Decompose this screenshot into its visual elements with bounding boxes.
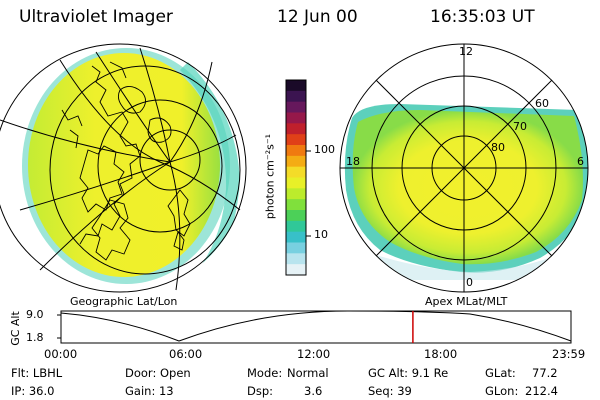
- orbit-xtick-1800: 18:00: [424, 347, 458, 361]
- status-glat-label: GLat:: [485, 366, 516, 380]
- instrument-title: Ultraviolet Imager: [19, 7, 173, 27]
- status-glat-value: 77.2: [532, 366, 558, 380]
- colorbar-segment: [286, 90, 306, 103]
- colorbar-segment: [286, 253, 306, 265]
- geographic-caption: Geographic Lat/Lon: [70, 295, 178, 308]
- mlt-label-6: 6: [577, 155, 584, 168]
- colorbar-segment: [286, 155, 306, 168]
- status-mode-label: Mode:: [247, 366, 283, 380]
- colorbar-label-100: 100: [314, 143, 335, 156]
- orbit-xtick-2359: 23:59: [552, 347, 586, 361]
- colorbar-segment: [286, 145, 306, 157]
- status-dsp-value: 3.6: [304, 384, 323, 398]
- orbit-altitude-curve: [60, 310, 572, 342]
- mlt-label-12: 12: [459, 45, 473, 58]
- status-mode-value: Normal: [287, 366, 329, 380]
- colorbar-label-10: 10: [314, 228, 328, 241]
- status-dsp-label: Dsp:: [247, 384, 274, 398]
- colorbar-segment: [286, 242, 306, 254]
- colorbar-segment: [286, 101, 306, 113]
- orbit-ylabel: GC Alt: [8, 311, 22, 346]
- date-label: 12 Jun 00: [277, 7, 358, 27]
- colorbar-segment: [286, 188, 306, 200]
- status-door: Door: Open: [125, 366, 191, 380]
- colorbar-segment: [286, 210, 306, 222]
- colorbar: [286, 80, 306, 276]
- orbit-xtick-0600: 06:00: [169, 347, 203, 361]
- orbit-xtick-0000: 00:00: [44, 347, 78, 361]
- orbit-ytick-1-8: 1.8: [26, 331, 44, 344]
- status-glon-label: GLon:: [485, 384, 519, 398]
- mlt-label-0: 0: [466, 276, 473, 289]
- status-gain: Gain: 13: [125, 384, 174, 398]
- status-gc-alt: GC Alt: 9.1 Re: [368, 366, 449, 380]
- image-disk: [28, 53, 220, 277]
- orbit-xtick-1200: 12:00: [297, 347, 331, 361]
- status-glon-value: 212.4: [525, 384, 558, 398]
- status-ip: IP: 36.0: [11, 384, 55, 398]
- mlt-grid: [339, 43, 589, 293]
- colorbar-segment: [286, 80, 306, 92]
- mlt-label-18: 18: [346, 155, 360, 168]
- mlat-label-80: 80: [491, 141, 505, 154]
- colorbar-segment: [286, 231, 306, 243]
- status-seq: Seq: 39: [368, 384, 412, 398]
- orbit-ytick-9: 9.0: [26, 308, 44, 321]
- mlat-label-70: 70: [513, 120, 527, 133]
- colorbar-frame: [285, 79, 307, 276]
- colorbar-segment: [286, 112, 306, 124]
- time-label: 16:35:03 UT: [430, 7, 535, 27]
- colorbar-segment: [286, 166, 306, 178]
- status-filter: Flt: LBHL: [11, 366, 63, 380]
- mlt-caption: Apex MLat/MLT: [425, 295, 508, 308]
- colorbar-title: photon cm⁻²s⁻¹: [263, 133, 277, 220]
- colorbar-segment: [286, 199, 306, 211]
- mlat-label-60: 60: [535, 97, 549, 110]
- colorbar-segment: [286, 134, 306, 146]
- coastline-map: [61, 61, 191, 261]
- colorbar-segment: [286, 264, 306, 276]
- geographic-grid: [0, 43, 247, 293]
- colorbar-segment: [286, 220, 306, 233]
- colorbar-segment: [286, 177, 306, 189]
- colorbar-segment: [286, 123, 306, 135]
